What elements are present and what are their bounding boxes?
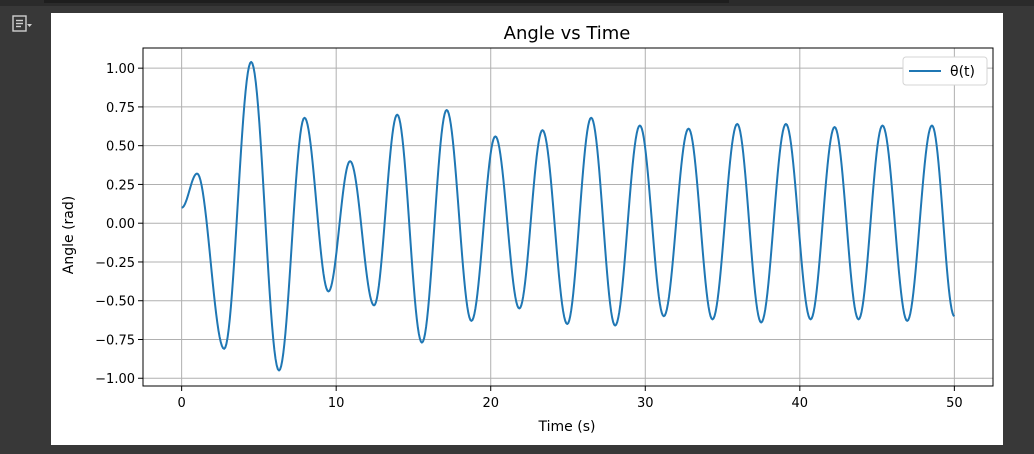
- series-line-theta: [181, 60, 956, 372]
- y-tick-label: −0.75: [95, 333, 135, 348]
- cell-gutter: [0, 6, 50, 454]
- x-tick-label: 40: [792, 396, 809, 411]
- y-tick-label: 0.25: [106, 178, 135, 193]
- y-tick-label: 1.00: [106, 62, 135, 77]
- x-tick-label: 10: [328, 396, 345, 411]
- grid-lines: [143, 48, 993, 386]
- x-tick-label: 20: [482, 396, 499, 411]
- y-tick-label: 0.00: [106, 217, 135, 232]
- x-tick-label: 0: [177, 396, 185, 411]
- cell-scrollbar: [44, 0, 729, 3]
- x-axis-ticks: 0 10 20 30 40 50: [177, 386, 963, 411]
- legend-label: θ(t): [950, 64, 975, 80]
- y-tick-label: 0.75: [106, 101, 135, 116]
- output-actions-icon: [12, 15, 32, 32]
- legend-box: [902, 56, 988, 86]
- y-tick-label: −0.25: [95, 256, 135, 271]
- angle-time-chart: Angle vs Time 0 10 20 30 40 50 1.00 0.75 0.50 0.…: [61, 23, 994, 435]
- x-tick-label: 30: [637, 396, 654, 411]
- chart-title: Angle vs Time: [504, 23, 631, 44]
- output-actions-button[interactable]: [9, 12, 35, 36]
- top-strip: [0, 0, 1034, 6]
- y-tick-label: 0.50: [106, 140, 135, 155]
- x-axis-label: Time (s): [538, 419, 596, 435]
- y-tick-label: −1.00: [95, 372, 135, 387]
- series-layer: [181, 60, 956, 372]
- plot-figure: Angle vs Time 0 10 20 30 40 50 1.00 0.75 0.50 0.…: [51, 13, 1003, 445]
- y-tick-label: −0.50: [95, 295, 135, 310]
- y-axis-label: Angle (rad): [61, 196, 77, 274]
- legend: θ(t): [902, 56, 988, 86]
- y-axis-ticks: 1.00 0.75 0.50 0.25 0.00 −0.25 −0.50 −0.75 −1.00: [95, 62, 143, 387]
- x-tick-label: 50: [946, 396, 963, 411]
- axes-frame: [142, 47, 994, 387]
